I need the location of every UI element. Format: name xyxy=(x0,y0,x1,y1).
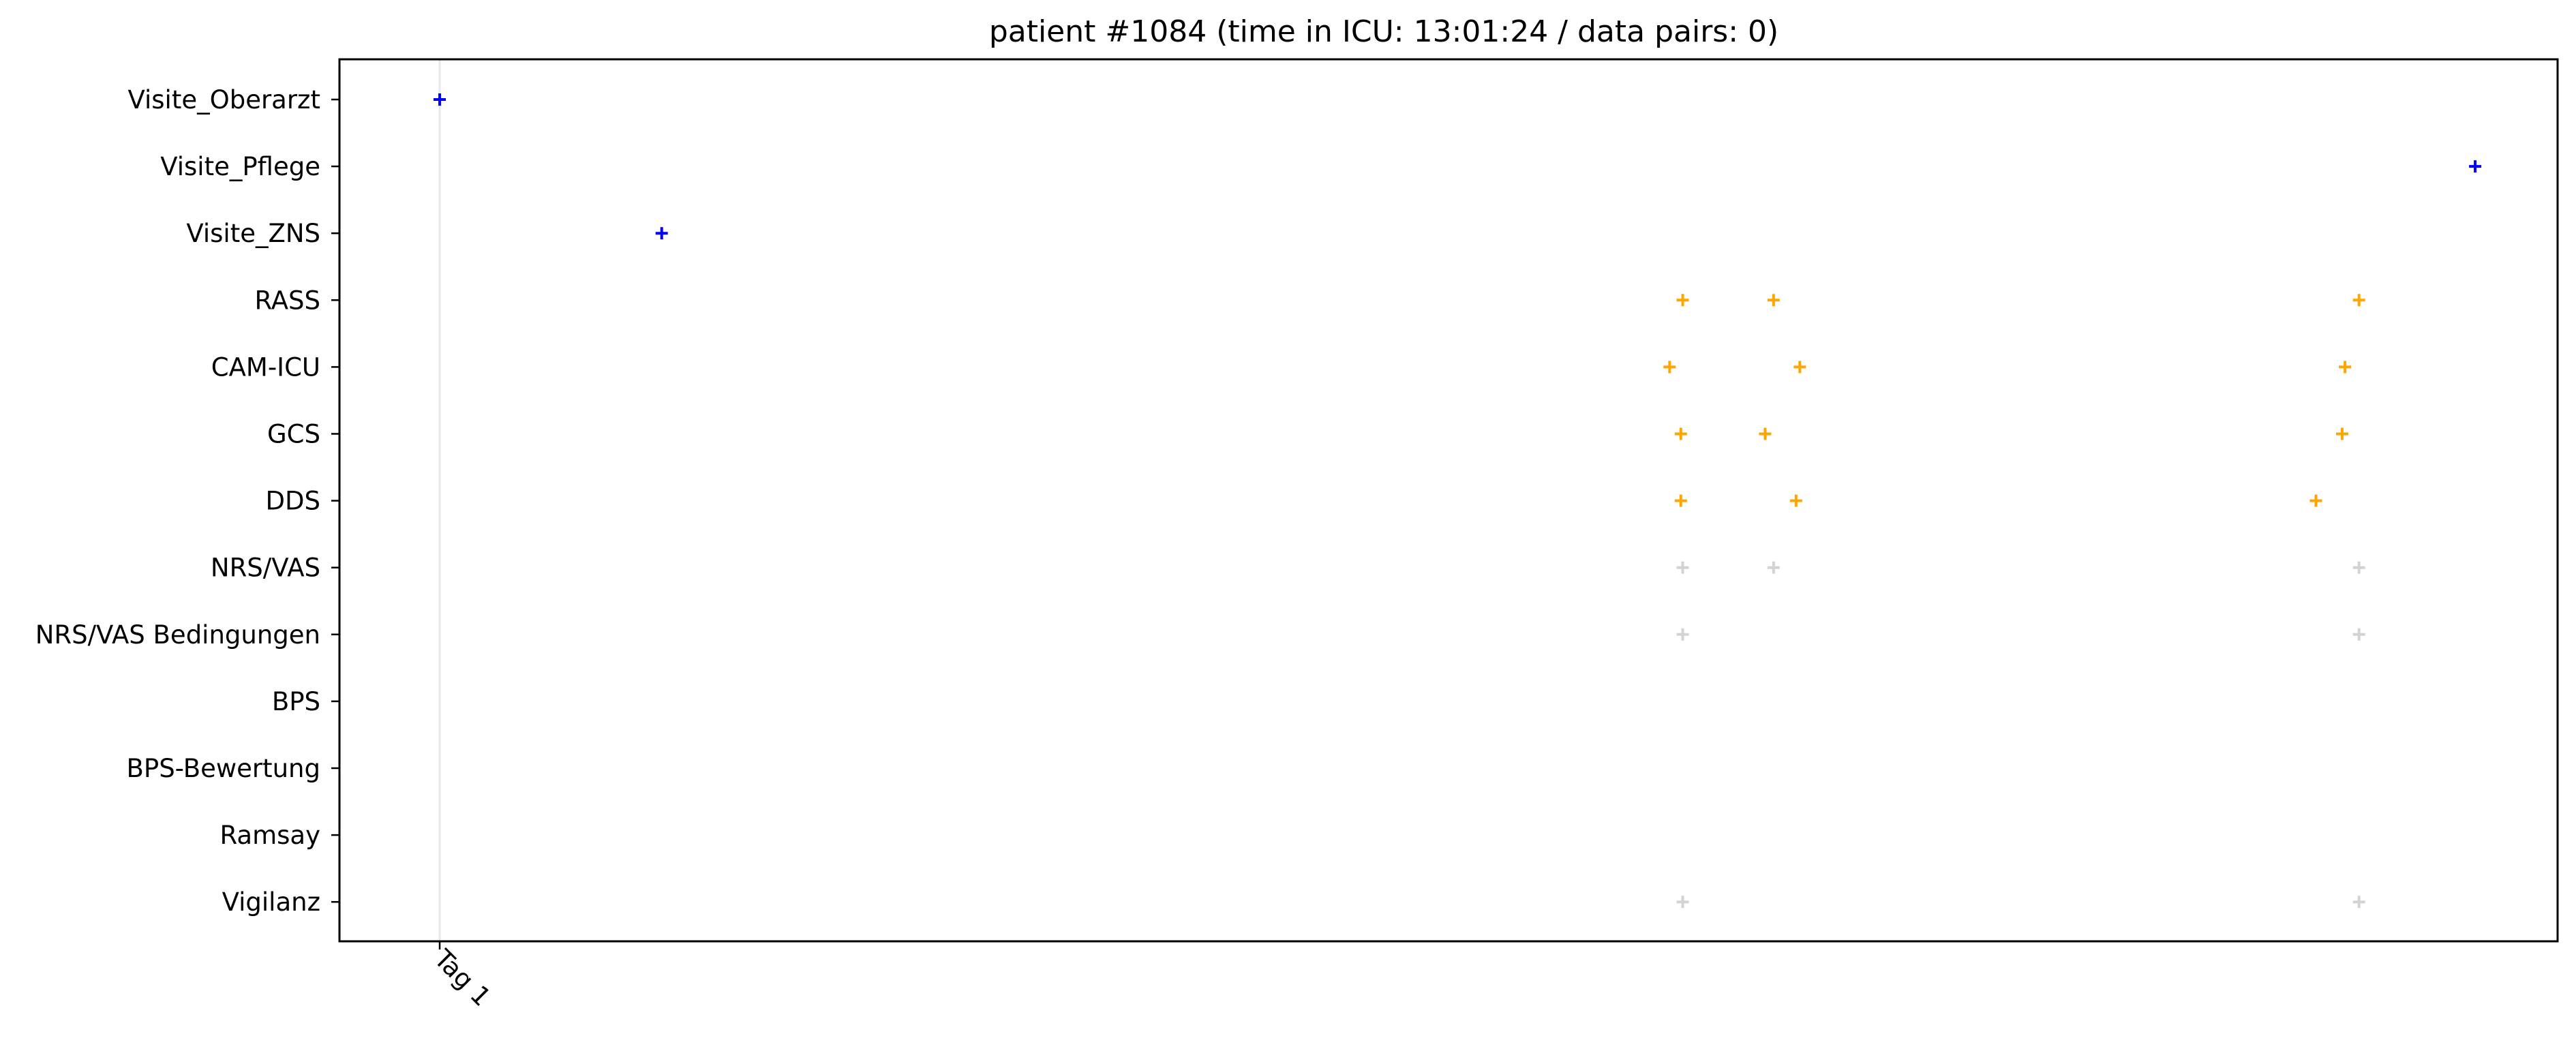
y-tick-label: Visite_Oberarzt xyxy=(127,85,320,115)
y-tick-label: Visite_ZNS xyxy=(186,219,320,248)
y-tick-label: BPS xyxy=(272,687,320,716)
y-tick-label: DDS xyxy=(266,487,320,516)
data-point xyxy=(1767,561,1780,574)
data-point xyxy=(655,227,668,240)
data-point xyxy=(1676,294,1689,307)
data-point xyxy=(2335,427,2348,440)
data-point xyxy=(1759,427,1772,440)
y-tick-label: NRS/VAS xyxy=(211,553,320,583)
data-point xyxy=(1793,361,1806,374)
chart-title: patient #1084 (time in ICU: 13:01:24 / d… xyxy=(989,14,1778,49)
y-tick-label: NRS/VAS Bedingungen xyxy=(35,620,320,650)
data-point xyxy=(1676,628,1689,641)
data-point xyxy=(1674,494,1687,507)
y-tick-label: GCS xyxy=(267,420,320,449)
data-point xyxy=(2352,294,2365,307)
y-tick-label: BPS-Bewertung xyxy=(127,754,321,783)
y-tick-label: RASS xyxy=(255,286,321,315)
data-point xyxy=(2352,896,2365,909)
data-point xyxy=(2339,361,2352,374)
y-tick-label: Ramsay xyxy=(220,821,320,850)
y-tick-label: Vigilanz xyxy=(222,887,320,917)
data-point xyxy=(2309,494,2322,507)
data-point xyxy=(1674,427,1687,440)
data-point xyxy=(1789,494,1802,507)
y-tick-label: CAM-ICU xyxy=(211,352,320,382)
data-point xyxy=(1767,294,1780,307)
data-point xyxy=(1663,361,1676,374)
data-point xyxy=(2352,628,2365,641)
plot-area: Visite_Oberarzt Visite_Pflege Visite_ZNS RA… xyxy=(35,58,2559,1012)
data-point xyxy=(2469,160,2482,173)
data-point xyxy=(2352,561,2365,574)
data-point xyxy=(1676,561,1689,574)
data-point xyxy=(1676,896,1689,909)
y-tick-label: Visite_Pflege xyxy=(160,152,320,181)
data-point xyxy=(434,93,446,106)
